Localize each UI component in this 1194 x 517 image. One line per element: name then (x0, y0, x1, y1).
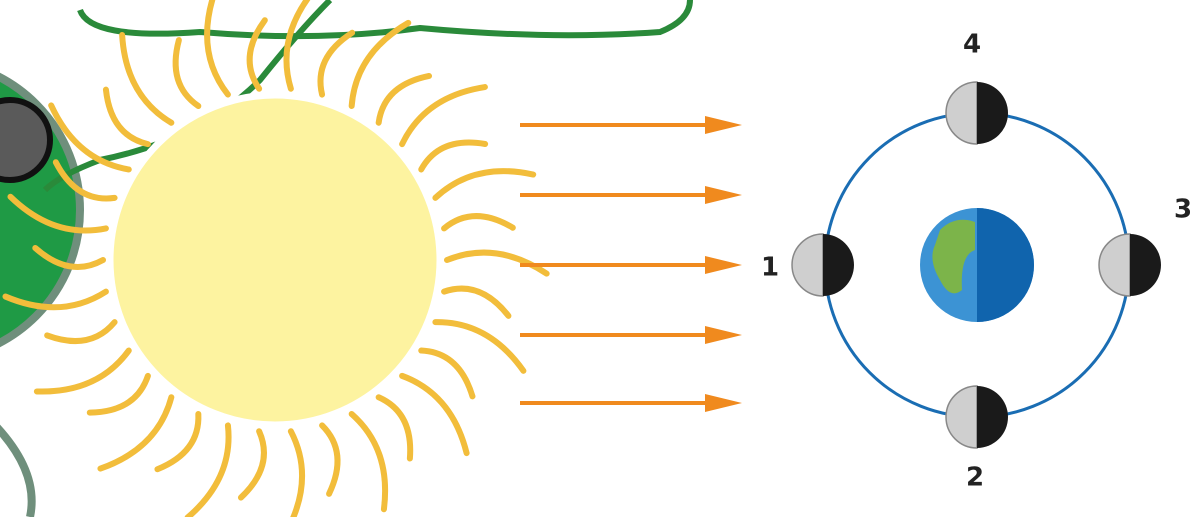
moon-label: 4 (963, 30, 981, 60)
ray (375, 394, 414, 462)
ray (287, 428, 306, 517)
ray (441, 285, 512, 319)
earth (920, 208, 1034, 322)
ray (52, 159, 118, 202)
arrow-head (705, 186, 742, 204)
moon-dark-half (977, 386, 1008, 448)
ray (172, 37, 202, 110)
ray (348, 410, 389, 513)
sun-rays (2, 0, 550, 517)
moon-lit-half (1098, 233, 1131, 297)
moon-label: 1 (761, 253, 779, 283)
ray (432, 168, 537, 201)
sun (106, 91, 444, 429)
ray (97, 394, 175, 472)
moon-dark-half (1130, 234, 1161, 296)
ray (432, 319, 527, 374)
ray (283, 0, 311, 92)
moon-label: 2 (966, 463, 984, 493)
arrow-head (705, 394, 742, 412)
decoration (0, 0, 693, 517)
ray (44, 319, 118, 345)
arrow-head (705, 116, 742, 134)
moon-dark-half (823, 234, 854, 296)
moon-lit-half (791, 233, 824, 297)
ray (375, 72, 433, 126)
ray (2, 288, 109, 311)
moon-lit-half (945, 81, 978, 145)
moon-dark-half (977, 82, 1008, 144)
ray (317, 29, 356, 98)
ray (441, 213, 516, 232)
ray (33, 347, 132, 395)
ray (246, 17, 268, 92)
moon-label: 3 (1174, 195, 1192, 225)
ray (319, 422, 341, 497)
ray (119, 32, 175, 126)
ray (399, 372, 470, 457)
moons (791, 81, 1161, 449)
ray (184, 422, 232, 517)
arrow-head (705, 326, 742, 344)
ray (7, 193, 109, 234)
ray (102, 86, 151, 148)
ray (418, 347, 476, 400)
arrow-head (705, 256, 742, 274)
ray (86, 372, 151, 416)
ray (204, 0, 231, 98)
ray (32, 245, 106, 270)
ray (154, 410, 202, 473)
ray (48, 102, 132, 173)
sunlight-arrows (520, 116, 742, 412)
moon-lit-half (945, 385, 978, 449)
ray (348, 19, 412, 110)
ray (444, 249, 550, 277)
ray (418, 139, 489, 173)
ray (237, 428, 267, 501)
ray (399, 84, 488, 148)
